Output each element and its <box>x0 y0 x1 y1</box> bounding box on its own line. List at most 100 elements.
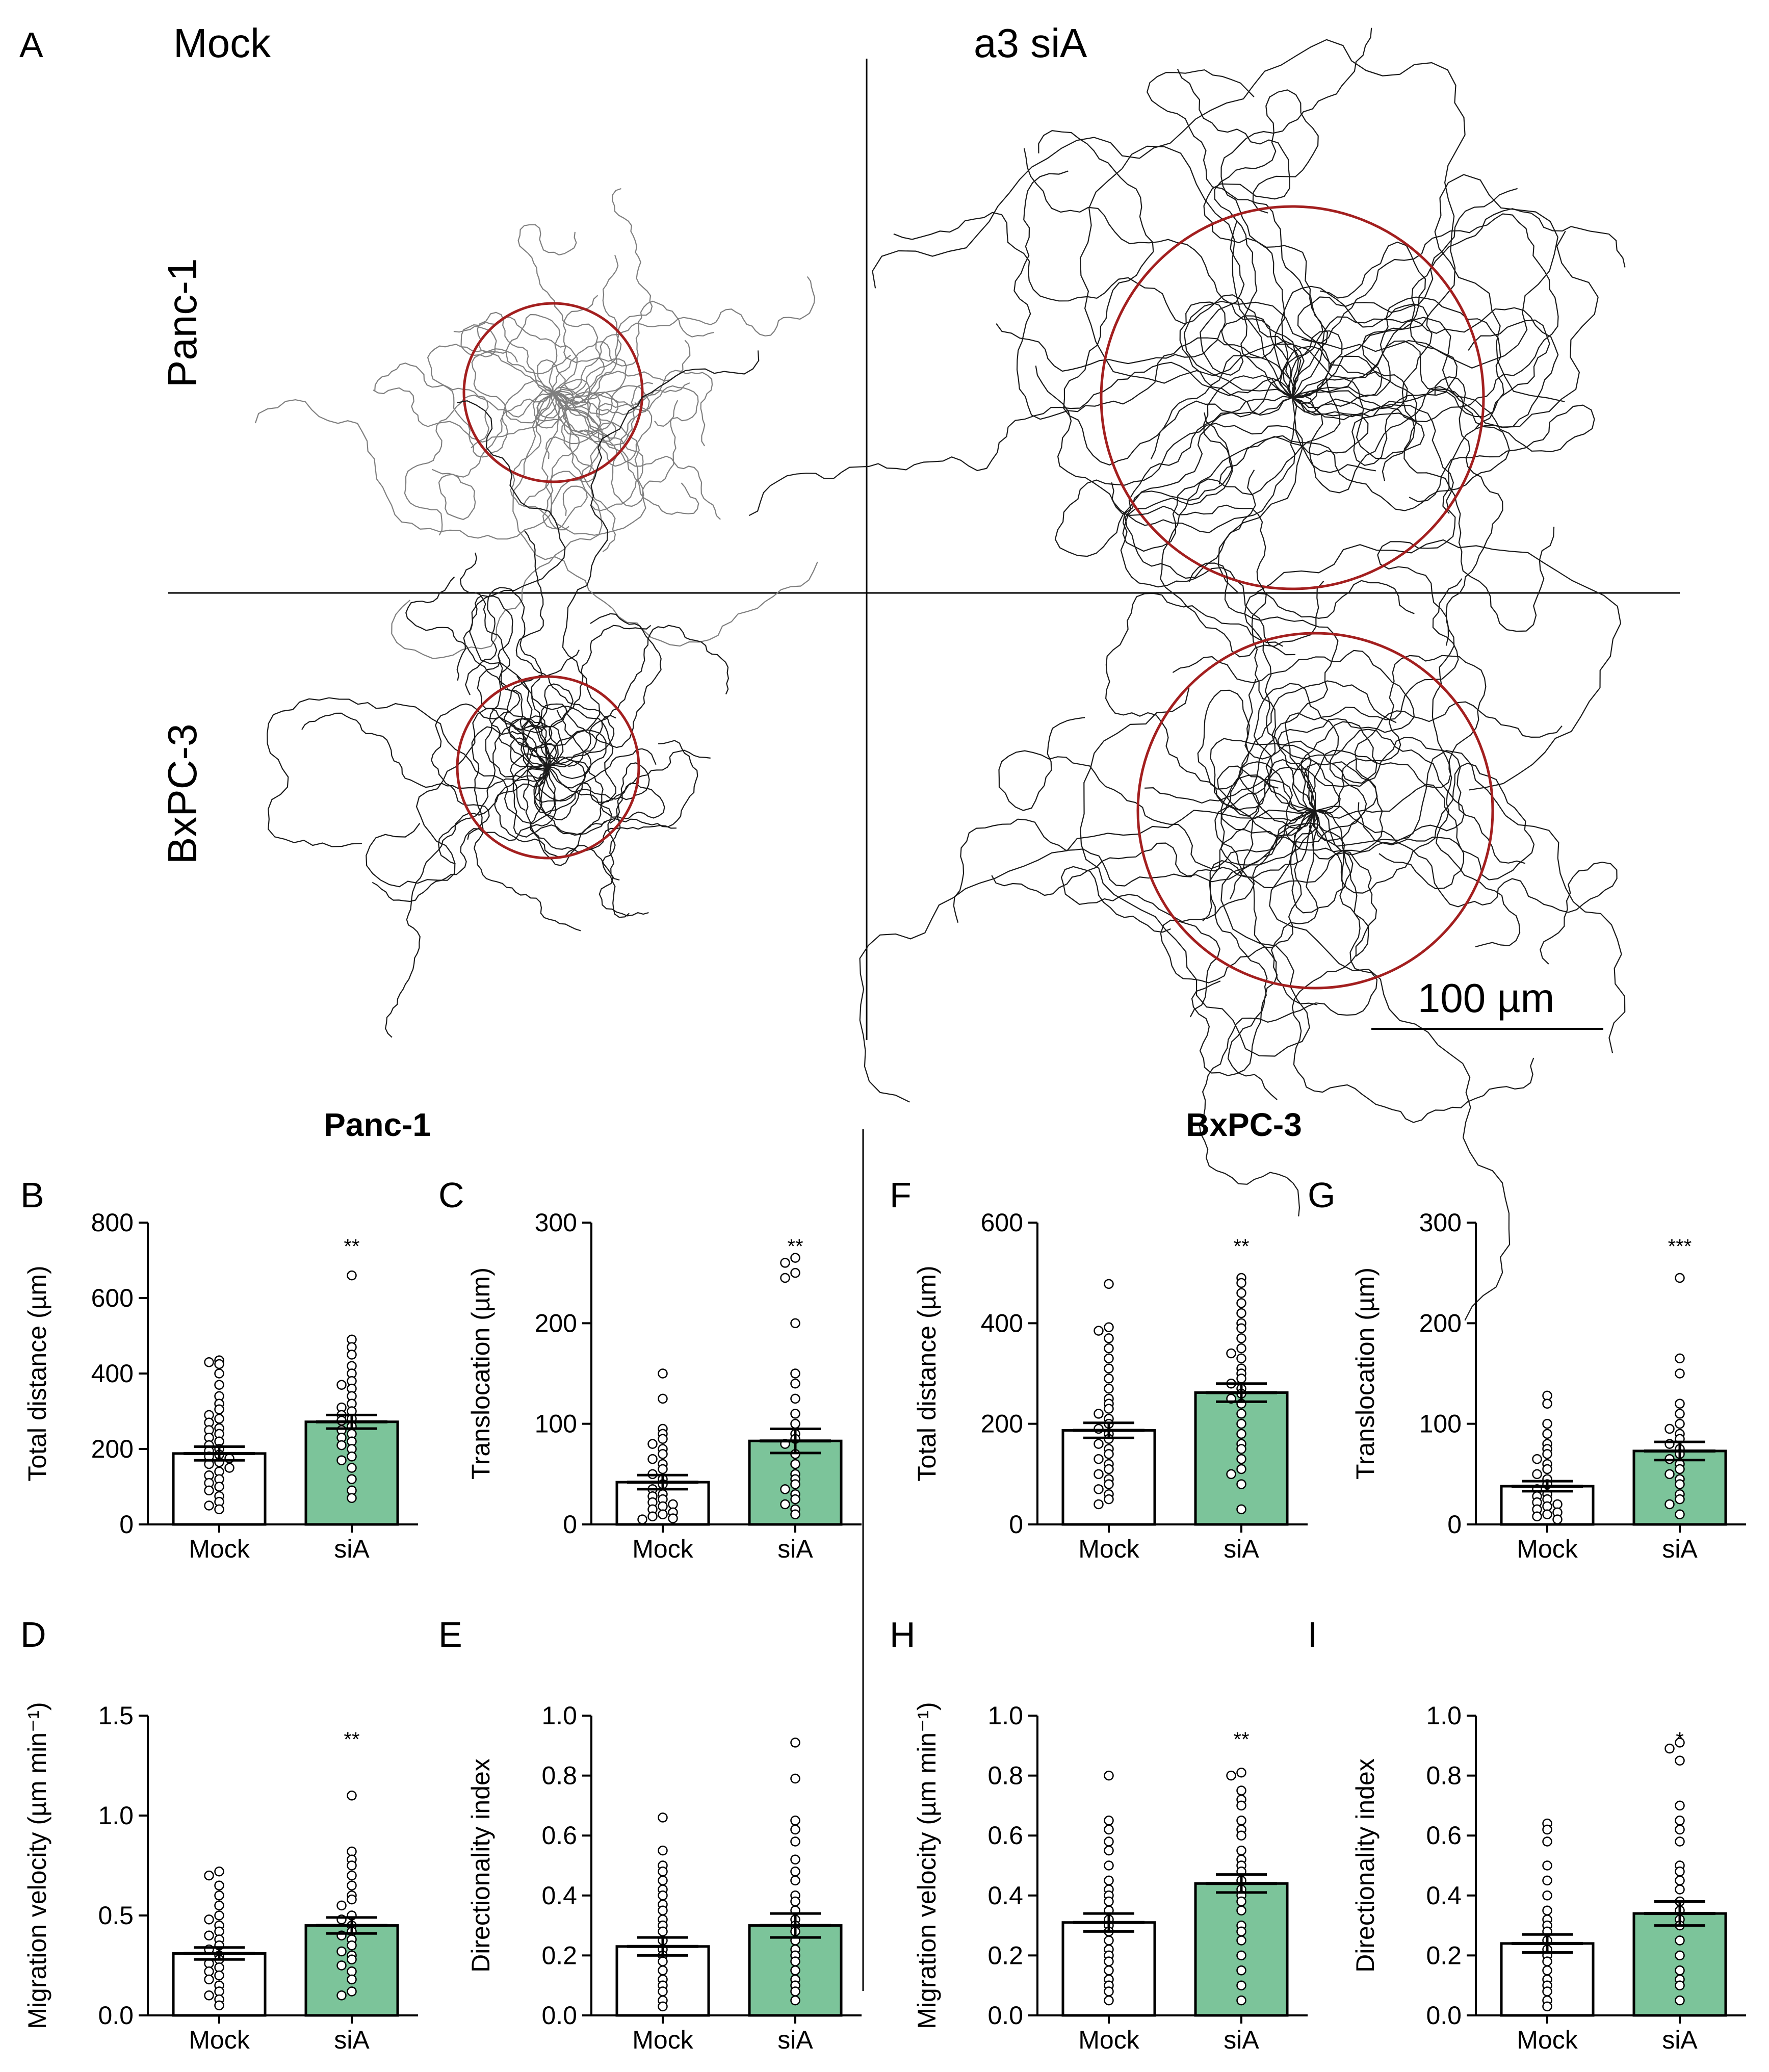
y-tick-label: 0.4 <box>987 1881 1023 1910</box>
data-point <box>1542 1824 1552 1835</box>
data-point <box>1104 1896 1114 1907</box>
cell-track <box>548 625 652 768</box>
data-point <box>1542 1956 1552 1966</box>
data-point <box>647 1439 658 1449</box>
data-point <box>658 1501 668 1512</box>
data-point <box>1675 1755 1685 1766</box>
data-point <box>1532 1454 1542 1464</box>
track-plot-bxpc-3-a3-sia <box>859 376 1626 1321</box>
data-point <box>1236 1454 1246 1464</box>
cell-track <box>471 726 581 931</box>
cell-track <box>859 809 1316 1103</box>
cell-track <box>1292 241 1426 398</box>
data-point <box>1675 1884 1685 1895</box>
data-point <box>1236 1333 1246 1343</box>
data-point <box>1236 1323 1246 1333</box>
data-point <box>790 1378 800 1389</box>
significance-marker: * <box>1676 1728 1684 1751</box>
panel-letter: F <box>890 1175 912 1215</box>
y-tick-label: 0.2 <box>541 1941 577 1970</box>
data-point <box>347 1474 357 1484</box>
y-tick-label: 0.8 <box>987 1762 1023 1790</box>
y-tick-label: 0 <box>119 1510 134 1539</box>
data-point <box>790 1956 800 1966</box>
group-title-panc-1: Panc-1 <box>324 1106 431 1143</box>
data-point <box>658 1393 668 1404</box>
data-point <box>1552 1499 1563 1510</box>
cell-track <box>537 359 654 446</box>
data-point <box>658 1956 668 1966</box>
mean-radius-circle <box>1136 632 1494 990</box>
data-point <box>1675 1816 1685 1826</box>
data-point <box>790 1986 800 1997</box>
data-point <box>658 1867 668 1877</box>
cell-track <box>893 212 1293 398</box>
panel-letter: H <box>890 1615 916 1654</box>
y-tick-label: 0.2 <box>1426 1941 1462 1970</box>
cell-track <box>553 392 721 520</box>
chart-b-total-distance-panc-1: B 0 200 400 600 800 Total distance (µm) Mock siA… <box>20 1175 418 1563</box>
data-point <box>1675 1353 1685 1364</box>
y-axis-label: Total distance (µm) <box>913 1265 941 1481</box>
y-tick-label: 800 <box>91 1208 134 1237</box>
cell-track <box>1229 683 1367 900</box>
y-tick-label: 300 <box>1419 1208 1462 1237</box>
cell-track <box>508 715 616 768</box>
cell-track <box>548 767 630 918</box>
data-point <box>1236 1845 1246 1856</box>
data-point <box>1236 1298 1246 1308</box>
data-point <box>204 1990 214 2001</box>
cell-track <box>1122 397 1369 552</box>
data-point <box>780 1484 790 1494</box>
data-point <box>1675 1950 1685 1961</box>
data-point <box>790 1253 800 1263</box>
cell-track <box>552 300 714 393</box>
data-point <box>658 2001 668 2012</box>
mean-radius-circle <box>1100 205 1485 590</box>
data-point <box>668 1513 678 1523</box>
data-point <box>658 1812 668 1823</box>
chart-g-translocation-bxpc-3: G 0 100 200 300 Translocation (µm) Mock siA *** <box>1308 1175 1746 1563</box>
data-point <box>336 1960 347 1971</box>
data-point <box>1104 1494 1114 1505</box>
data-point <box>214 1970 224 1981</box>
data-point <box>790 1867 800 1877</box>
data-point <box>658 1845 668 1856</box>
y-tick-label: 0 <box>1447 1510 1462 1539</box>
cell-track <box>1281 286 1433 481</box>
cell-track <box>553 370 713 447</box>
data-point <box>1675 1867 1685 1877</box>
cell-track <box>1150 346 1425 466</box>
data-point <box>1675 1738 1685 1748</box>
cell-track <box>1160 810 1316 1018</box>
row-label-panc-1: Panc-1 <box>160 258 205 387</box>
data-point <box>347 1270 357 1281</box>
cell-track <box>534 748 657 814</box>
cell-track <box>552 392 616 552</box>
data-point <box>1236 1800 1246 1811</box>
data-point <box>647 1511 658 1521</box>
data-point <box>1236 1980 1246 1990</box>
data-point <box>1094 1439 1104 1449</box>
data-point <box>336 1440 347 1451</box>
cell-track <box>1269 810 1511 1321</box>
cell-track <box>1315 655 1521 948</box>
cell-track <box>1214 89 1319 398</box>
cell-track <box>512 392 818 647</box>
cell-track <box>510 753 586 821</box>
x-tick-label: siA <box>334 1535 370 1563</box>
data-point <box>658 1509 668 1520</box>
data-point <box>1104 1322 1114 1332</box>
x-tick-label: Mock <box>632 2026 693 2054</box>
y-tick-label: 100 <box>1419 1410 1462 1438</box>
data-point <box>1675 1800 1685 1811</box>
x-tick-label: siA <box>1662 2026 1698 2054</box>
cell-track <box>1309 701 1563 860</box>
data-point <box>790 1773 800 1784</box>
x-tick-label: Mock <box>189 1535 250 1563</box>
data-point <box>1104 1353 1114 1364</box>
data-point <box>1236 1343 1246 1354</box>
y-tick-label: 200 <box>91 1435 134 1463</box>
cell-track <box>267 697 556 847</box>
condition-label-a3-sia: a3 siA <box>974 20 1087 66</box>
